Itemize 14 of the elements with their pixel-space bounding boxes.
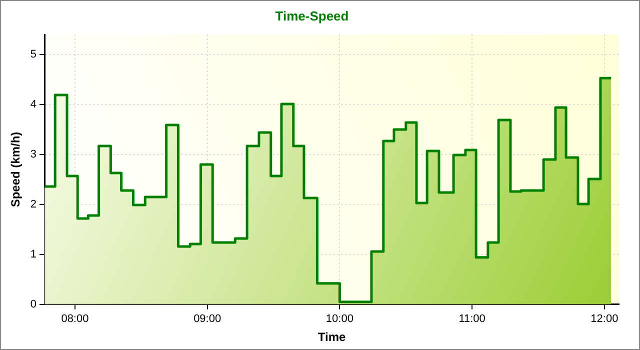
- x-tick-label: 11:00: [458, 313, 486, 326]
- y-tick-label: 3: [30, 148, 37, 161]
- y-tick-label: 4: [30, 98, 37, 111]
- x-tick-label: 08:00: [61, 313, 89, 326]
- y-tick-label: 1: [30, 248, 37, 260]
- y-tick-label: 2: [30, 198, 37, 211]
- x-axis-title: Time: [318, 330, 346, 344]
- x-tick-label: 09:00: [194, 313, 222, 326]
- y-axis-title: Speed (km/h): [8, 132, 23, 208]
- y-tick-label: 5: [30, 48, 37, 61]
- x-tick-label: 12:00: [590, 313, 618, 326]
- chart-title: Time-Speed: [275, 8, 349, 24]
- x-tick-label: 10:00: [326, 313, 354, 326]
- y-tick-label: 0: [30, 298, 37, 310]
